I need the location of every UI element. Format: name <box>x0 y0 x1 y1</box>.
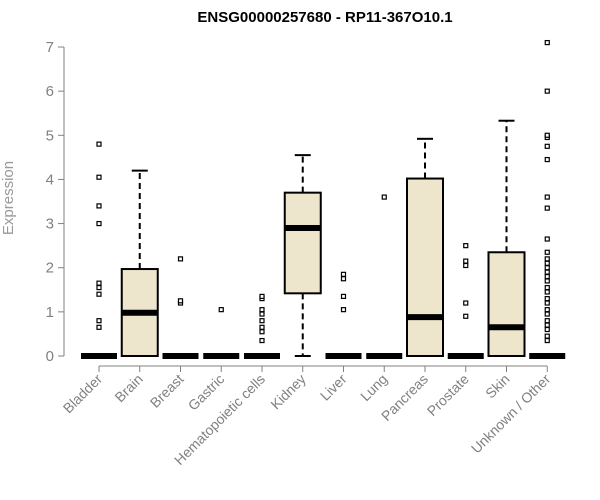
outlier-point <box>544 300 550 306</box>
y-tick-label: 2 <box>46 260 54 277</box>
outlier-point <box>463 313 469 319</box>
outlier-point <box>544 307 550 313</box>
outlier-point <box>544 337 550 344</box>
outlier-point <box>340 307 347 313</box>
outlier-point <box>544 143 550 149</box>
y-tick-label: 1 <box>46 304 54 321</box>
outlier-point <box>96 280 102 286</box>
y-tick-label: 5 <box>46 127 54 144</box>
outlier-point <box>544 260 550 266</box>
outlier-point <box>259 318 265 324</box>
outlier-point <box>96 203 102 209</box>
outlier-point <box>177 256 184 262</box>
y-tick-label: 4 <box>46 171 54 188</box>
box-gastric <box>203 307 240 359</box>
outlier-point <box>96 284 102 291</box>
outlier-point <box>544 322 550 328</box>
y-tick-label: 7 <box>46 39 54 56</box>
outlier-point <box>177 298 184 304</box>
y-tick-label: 6 <box>46 83 54 100</box>
box-lung <box>366 194 403 359</box>
outlier-point <box>259 293 265 300</box>
box-series <box>81 39 566 359</box>
box-kidney <box>283 154 322 357</box>
outlier-point <box>544 284 550 291</box>
x-tick-label: Brain <box>111 371 145 405</box>
box-pancreas <box>406 137 444 357</box>
outlier-point <box>340 293 347 300</box>
x-tick-label: Kidney <box>267 371 309 413</box>
x-tick-label: Bladder <box>60 371 106 417</box>
outlier-point <box>544 289 550 295</box>
outlier-point <box>544 273 550 280</box>
outlier-point <box>544 326 550 333</box>
y-axis: 0 1 2 3 4 5 6 7 <box>46 39 65 365</box>
outlier-point <box>544 205 550 211</box>
x-tick-label: Skin <box>482 371 513 402</box>
y-tick-label: 3 <box>46 216 54 233</box>
outlier-point <box>463 262 469 269</box>
box-skin <box>487 119 526 357</box>
outlier-point <box>96 220 102 227</box>
outlier-point <box>544 256 550 262</box>
outlier-point <box>544 156 550 163</box>
outlier-point <box>259 329 265 335</box>
outlier-point <box>544 311 550 317</box>
box-hematopoietic-cells <box>244 293 280 359</box>
x-tick-label: Lung <box>357 371 390 404</box>
box-liver <box>325 271 362 359</box>
outlier-point <box>96 141 102 147</box>
outlier-point <box>544 269 550 275</box>
outlier-point <box>96 291 102 297</box>
outlier-point <box>340 271 347 277</box>
outlier-point <box>218 307 224 313</box>
box-iqr <box>487 251 526 357</box>
outlier-point <box>96 174 102 180</box>
box-iqr <box>283 191 322 295</box>
outlier-point <box>544 132 550 138</box>
outlier-point <box>544 318 550 324</box>
outlier-point <box>544 249 550 255</box>
y-axis-label: Expression <box>0 161 17 235</box>
chart-title: ENSG00000257680 - RP11-367O10.1 <box>197 9 452 26</box>
outlier-point <box>340 276 347 282</box>
box-brain <box>120 169 159 357</box>
outlier-point <box>544 39 550 46</box>
x-tick-label: Prostate <box>424 371 472 419</box>
y-tick-label: 0 <box>46 348 54 365</box>
x-tick-label: Breast <box>147 371 187 411</box>
outlier-point <box>259 307 265 313</box>
outlier-point <box>259 337 265 344</box>
box-bladder <box>81 141 117 359</box>
outlier-point <box>259 311 265 317</box>
outlier-point <box>463 243 469 249</box>
outlier-point <box>544 296 550 302</box>
box-unknown-other <box>529 39 566 359</box>
outlier-point <box>544 194 550 200</box>
outlier-point <box>463 300 469 306</box>
outlier-point <box>96 324 102 330</box>
x-tick-label: Liver <box>317 371 350 404</box>
outlier-point <box>544 278 550 284</box>
outlier-point <box>463 258 469 264</box>
outlier-point <box>544 265 550 271</box>
outlier-point <box>544 88 550 94</box>
outlier-point <box>96 318 102 324</box>
box-iqr <box>406 177 444 357</box>
outlier-point <box>381 194 387 200</box>
outlier-point <box>544 333 550 339</box>
outlier-point <box>544 236 550 242</box>
box-breast <box>162 256 199 359</box>
outlier-point <box>259 324 265 330</box>
box-prostate <box>447 243 484 359</box>
